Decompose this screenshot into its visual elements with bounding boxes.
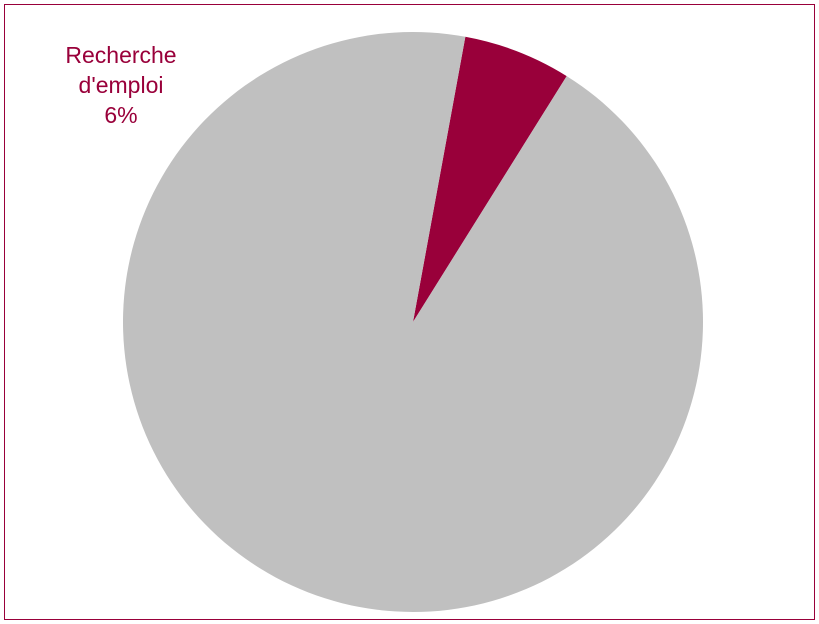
pie-slice-recherche-emploi [413,36,567,322]
slice-label-line: d'emploi [79,72,164,98]
slice-label: Recherche d'emploi 6% [65,42,176,128]
pie-slice-other [122,31,704,612]
slice-label-line: Recherche [65,42,176,68]
chart-frame: Recherche d'emploi 6% [4,4,815,620]
pie-slices [122,31,704,612]
pie-labels: Recherche d'emploi 6% [65,42,176,128]
pie-chart: Recherche d'emploi 6% [65,31,704,612]
slice-value-label: 6% [104,102,137,128]
